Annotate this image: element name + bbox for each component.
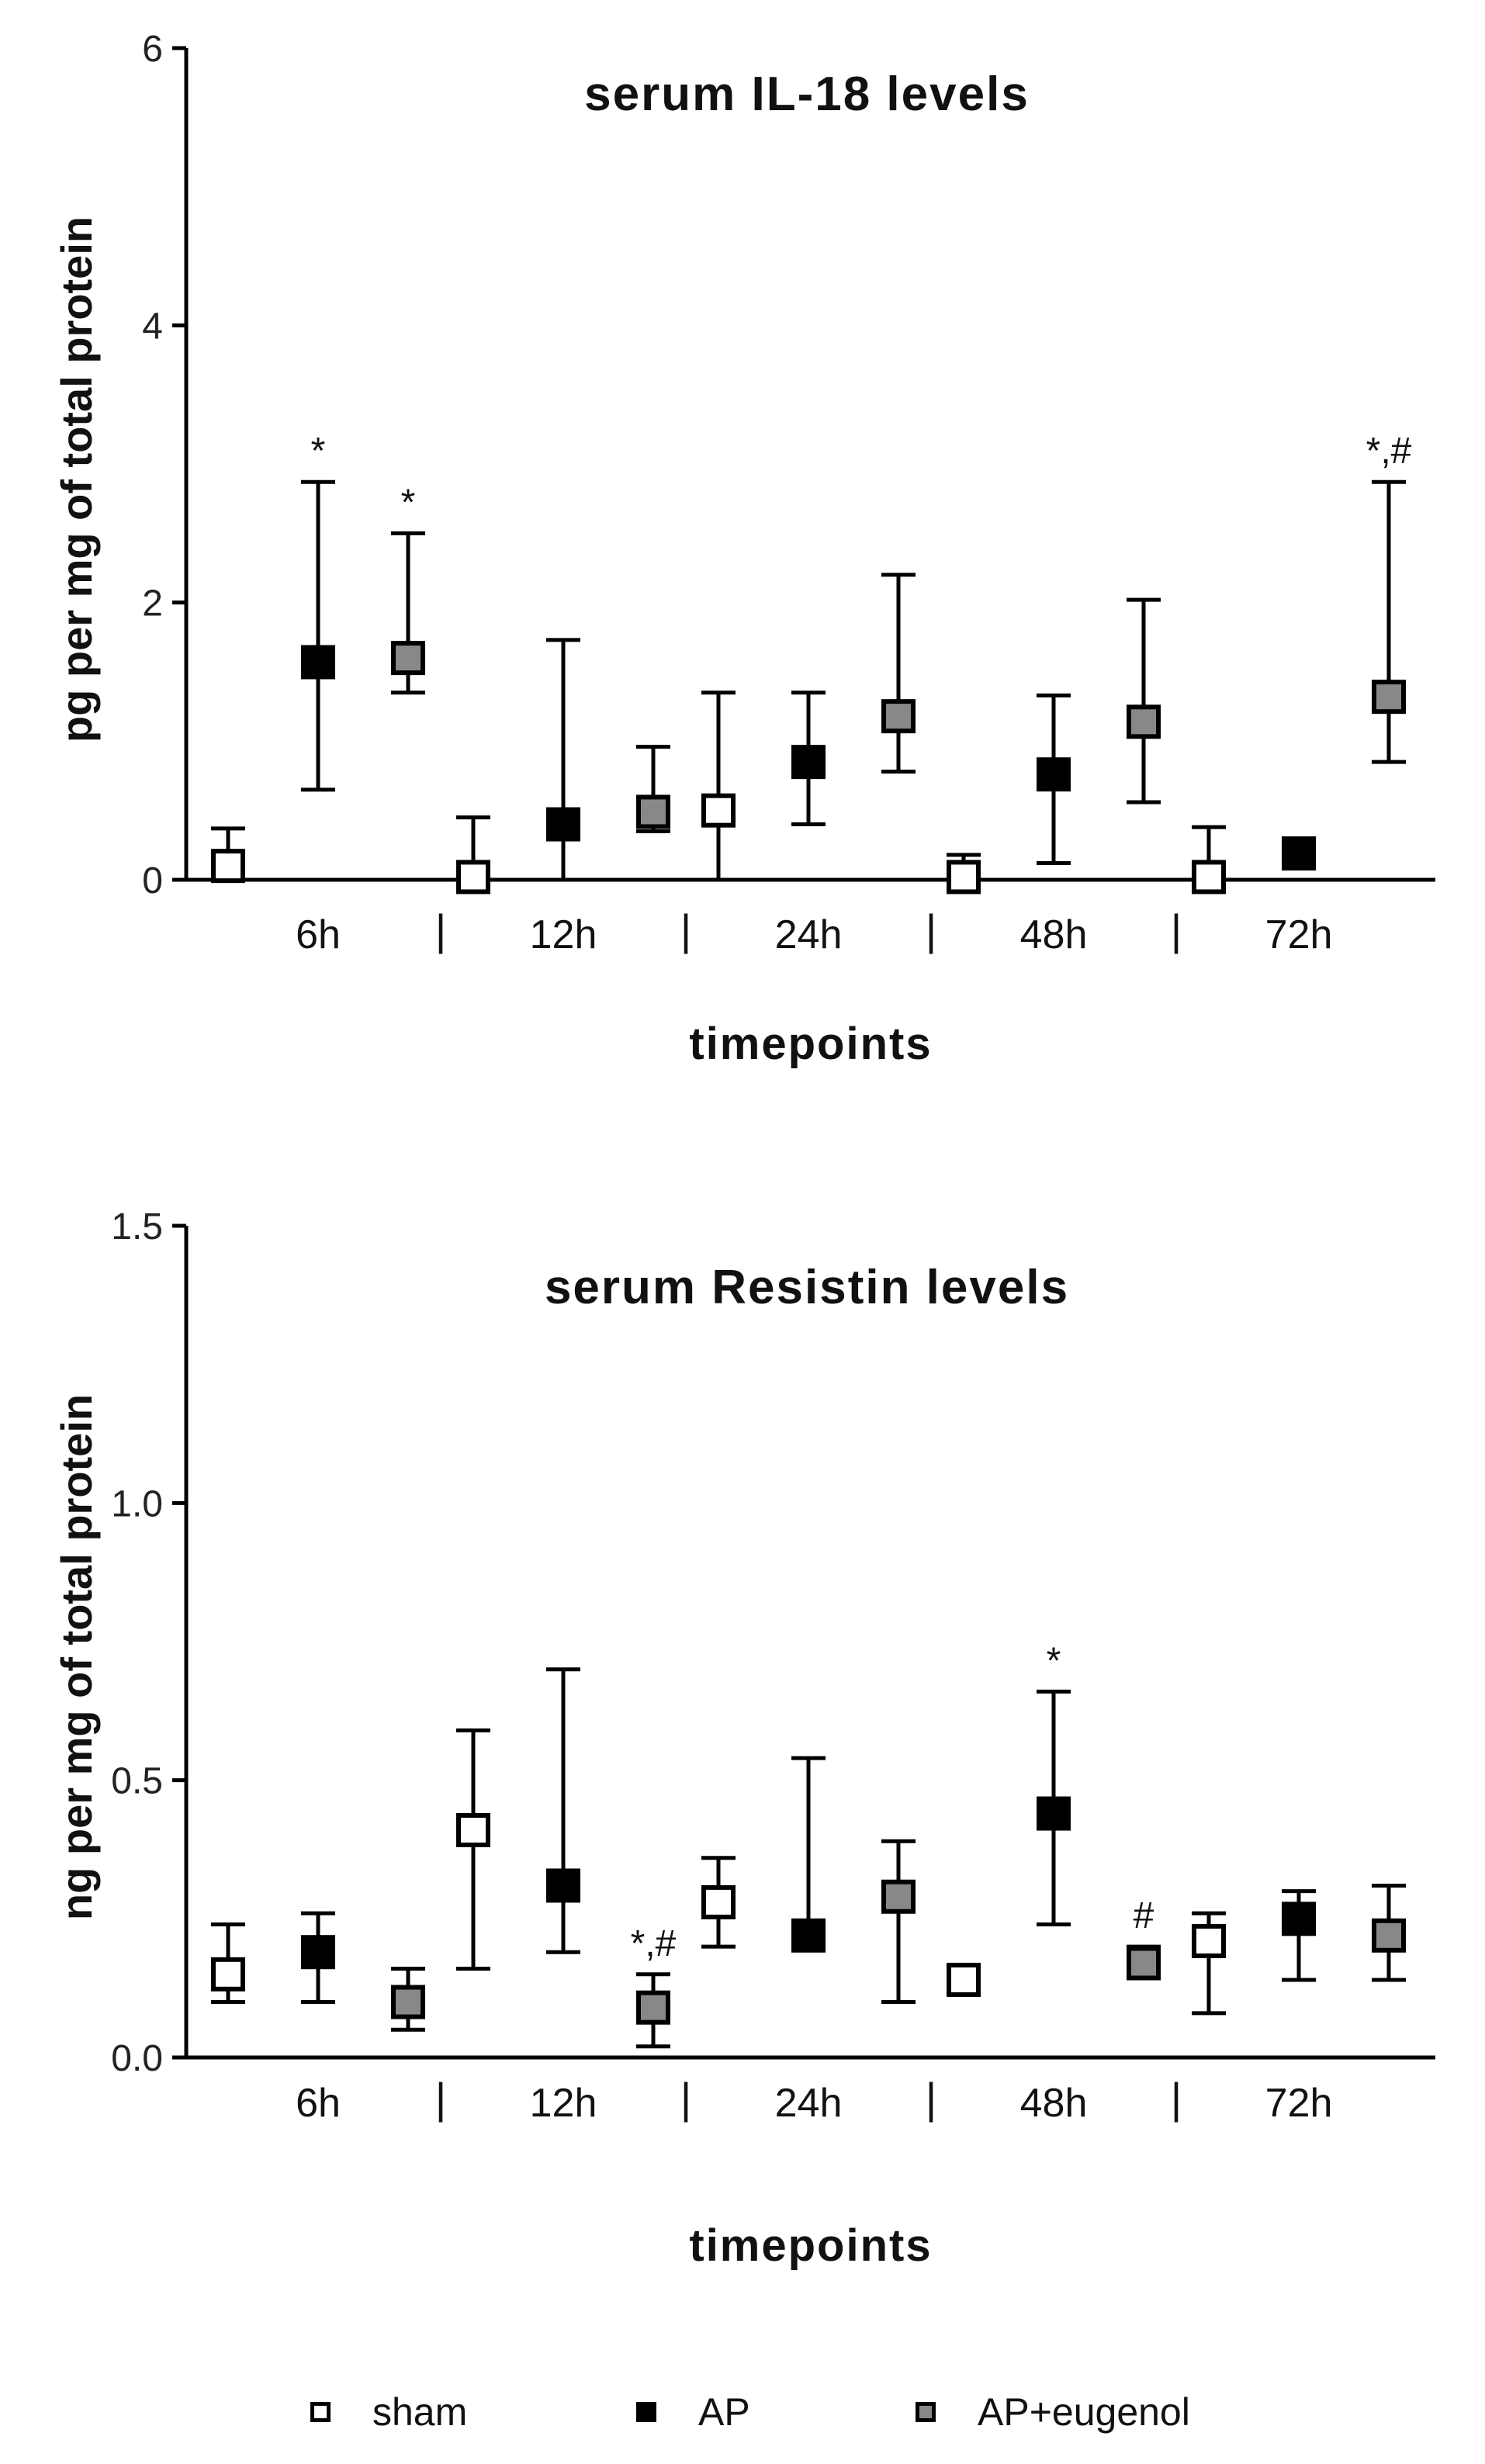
legend-swatch-sham bbox=[310, 2402, 331, 2422]
chart2-point bbox=[301, 1935, 335, 1970]
legend-swatch-ap-eugenol bbox=[916, 2402, 936, 2422]
chart2-separator: | bbox=[1171, 2074, 1182, 2123]
chart2-point bbox=[546, 1868, 580, 1903]
chart2-separator: | bbox=[435, 2074, 447, 2123]
chart2-point bbox=[1372, 1918, 1406, 1953]
chart2-point bbox=[391, 1985, 425, 2019]
chart2-separator: | bbox=[926, 2074, 937, 2123]
legend-item-ap-eugenol: AP+eugenol bbox=[916, 2390, 1190, 2435]
chart2-point bbox=[1037, 1796, 1071, 1831]
chart1-point bbox=[391, 641, 425, 676]
chart1-point bbox=[636, 794, 670, 829]
chart1-point bbox=[1037, 757, 1071, 792]
chart1-category-label: 72h bbox=[1265, 912, 1333, 957]
chart2-point bbox=[1282, 1902, 1316, 1936]
chart1-point bbox=[1127, 704, 1161, 739]
chart2-annotation: * bbox=[1047, 1640, 1061, 1681]
chart2-category-label: 72h bbox=[1265, 2081, 1333, 2126]
chart2-category-label: 12h bbox=[530, 2081, 597, 2126]
chart1-title: serum IL-18 levels bbox=[584, 67, 1030, 121]
chart2-separator: | bbox=[680, 2074, 692, 2123]
chart2-annotation: *,# bbox=[631, 1923, 677, 1964]
chart2-x-label: timepoints bbox=[689, 2220, 932, 2271]
chart1-point bbox=[1372, 680, 1406, 715]
chart2-point bbox=[881, 1879, 916, 1914]
chart1-point bbox=[301, 645, 335, 680]
legend-swatch-ap bbox=[636, 2402, 656, 2422]
chart1-y-tick-label: 2 bbox=[142, 583, 163, 625]
legend-item-ap: AP bbox=[636, 2390, 750, 2435]
chart1-separator: | bbox=[435, 905, 447, 954]
chart1-separator: | bbox=[926, 905, 937, 954]
chart2-title: serum Resistin levels bbox=[545, 1261, 1069, 1314]
chart2-point bbox=[701, 1884, 736, 1919]
chart2-category-label: 24h bbox=[775, 2081, 843, 2126]
chart2-point bbox=[1127, 1946, 1161, 1981]
chart2-point bbox=[1192, 1923, 1226, 1958]
chart1-y-tick-label: 0 bbox=[142, 860, 163, 902]
chart1-annotation: * bbox=[401, 482, 416, 523]
chart2-point bbox=[791, 1918, 826, 1953]
charts-svg: 0 2 4 6 serum IL-18 levels pg per mg of total… bbox=[52, 29, 1435, 2271]
chart2-category-label: 6h bbox=[296, 2081, 341, 2126]
chart2-point bbox=[636, 1990, 670, 2025]
chart1-category-label: 12h bbox=[530, 912, 597, 957]
chart1-point bbox=[881, 699, 916, 734]
chart1-separator: | bbox=[680, 905, 692, 954]
chart1-point bbox=[456, 860, 490, 895]
chart2-y-tick-label: 1.0 bbox=[111, 1483, 163, 1524]
chart2-y-tick-label: 0.5 bbox=[111, 1761, 163, 1802]
legend-item-sham: sham bbox=[310, 2390, 467, 2435]
chart2-point bbox=[947, 1962, 981, 1997]
chart1-annotation: * bbox=[311, 431, 326, 472]
chart1-point bbox=[546, 807, 580, 842]
chart2-point bbox=[211, 1957, 245, 1992]
chart1-y-tick-label: 4 bbox=[142, 306, 163, 347]
legend-label-ap-eugenol: AP+eugenol bbox=[978, 2390, 1190, 2434]
chart1-category-label: 24h bbox=[775, 912, 843, 957]
chart1-point bbox=[1192, 860, 1226, 895]
chart1-x-label: timepoints bbox=[689, 1019, 932, 1069]
chart2-y-label: ng per mg of total protein bbox=[52, 1394, 101, 1920]
legend-label-ap: AP bbox=[698, 2390, 750, 2434]
chart2-y-tick-label: 1.5 bbox=[111, 1206, 163, 1248]
chart2-annotation: # bbox=[1134, 1895, 1154, 1936]
chart1-category-label: 6h bbox=[296, 912, 341, 957]
chart1-y-label: pg per mg of total protein bbox=[52, 216, 101, 742]
chart1-point bbox=[1282, 836, 1316, 871]
chart1-point bbox=[947, 860, 981, 895]
chart2-category-label: 48h bbox=[1020, 2081, 1088, 2126]
chart2-y-tick-label: 0.0 bbox=[111, 2038, 163, 2079]
chart1-point bbox=[791, 745, 826, 780]
chart1-point bbox=[701, 793, 736, 828]
chart1-annotation: *,# bbox=[1366, 431, 1412, 472]
legend-label-sham: sham bbox=[372, 2390, 468, 2434]
chart2-point bbox=[456, 1812, 490, 1847]
legend: sham AP AP+eugenol bbox=[0, 2374, 1485, 2459]
chart1-y-tick-label: 6 bbox=[142, 29, 163, 70]
chart1-category-label: 48h bbox=[1020, 912, 1088, 957]
chart1-point bbox=[211, 849, 245, 884]
chart1-separator: | bbox=[1171, 905, 1182, 954]
